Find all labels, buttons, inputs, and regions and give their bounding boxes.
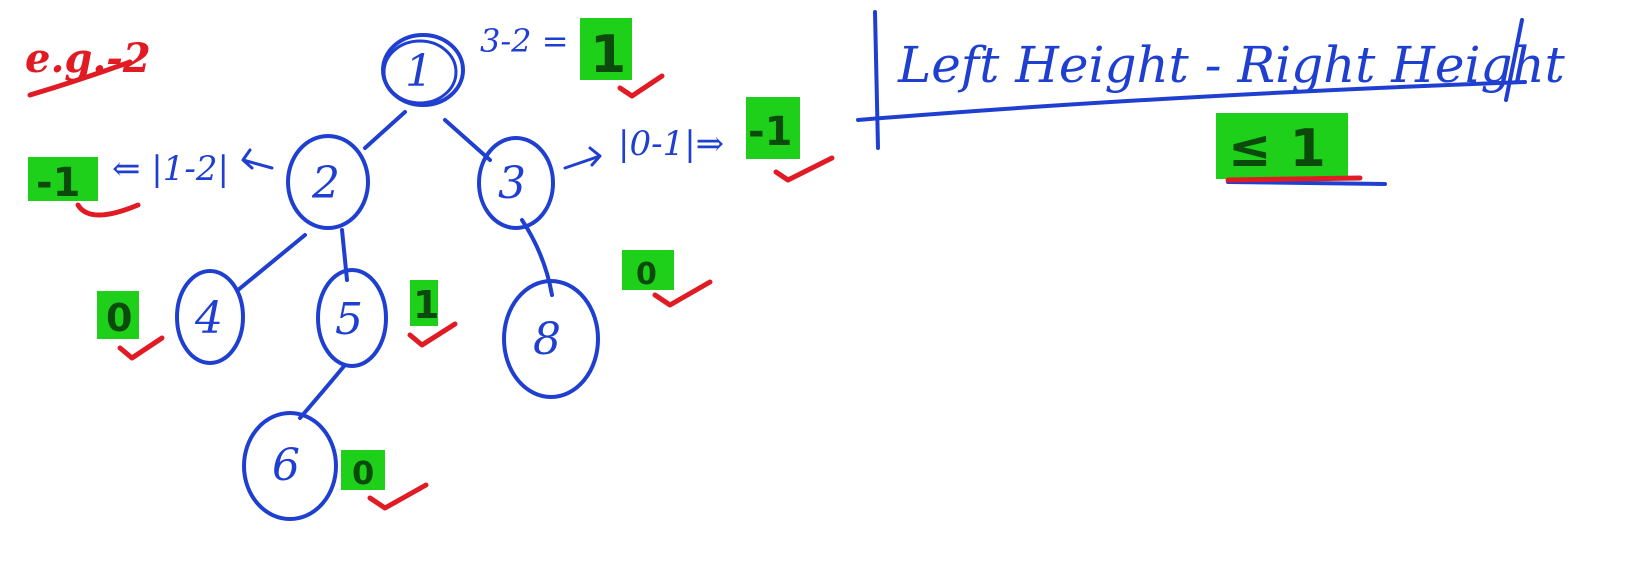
node4-balance-highlight xyxy=(97,291,139,339)
fraction-line xyxy=(856,80,1527,122)
node5-balance-value: 1 xyxy=(413,283,439,327)
check-icon xyxy=(117,335,165,361)
tree-node-3: 3 xyxy=(477,136,555,230)
tree-node-4: 4 xyxy=(175,269,245,365)
tree-nodes: 1 2 3 4 5 6 8 xyxy=(175,33,600,521)
arrow-icon xyxy=(563,146,602,170)
node2-calc-text: ⇐ |1-2| xyxy=(112,149,229,189)
tree-node-1: 1 xyxy=(381,33,465,107)
node2-balance-highlight xyxy=(28,157,98,201)
node3-balance-highlight xyxy=(746,97,800,159)
node8-balance-highlight xyxy=(622,250,674,290)
node-label: 3 xyxy=(498,158,526,209)
node6-annotation: 0 xyxy=(341,450,429,511)
node-label: 5 xyxy=(335,294,363,345)
rule-condition-highlight xyxy=(1216,113,1348,179)
balance-rule: Left Height - Right Height ≤ 1 xyxy=(856,10,1566,186)
edge-1-2 xyxy=(363,110,407,150)
node2-annotation: -1 ⇐ |1-2| xyxy=(28,148,274,218)
node4-annotation: 0 xyxy=(97,291,165,361)
node3-annotation: |0-1|⇒ -1 xyxy=(563,97,835,183)
node-label: 8 xyxy=(533,314,561,365)
node-label: 6 xyxy=(272,440,300,491)
condition-underline-blue xyxy=(1226,180,1387,186)
node2-balance-value: -1 xyxy=(36,160,80,206)
rule-condition: ≤ 1 xyxy=(1228,119,1326,179)
tree-node-6: 6 xyxy=(242,411,338,521)
example-label: e.g.-2 xyxy=(25,35,151,98)
node3-calc-text: |0-1|⇒ xyxy=(618,124,724,164)
node8-annotation: 0 xyxy=(622,250,713,308)
node5-balance-highlight xyxy=(410,280,438,326)
root-calc-text: 3-2 = xyxy=(480,22,569,60)
abs-bar-right xyxy=(1504,18,1524,102)
check-icon xyxy=(617,73,665,99)
root-balance-highlight xyxy=(580,18,632,80)
edge-1-3 xyxy=(443,118,492,162)
check-icon xyxy=(652,279,713,308)
root-annotation: 3-2 = 1 xyxy=(480,18,665,99)
edge-2-4 xyxy=(236,233,307,292)
tree-node-8: 8 xyxy=(502,279,600,399)
check-icon xyxy=(773,155,835,183)
check-icon xyxy=(367,482,429,511)
node-label: 2 xyxy=(311,158,340,209)
node-label: 1 xyxy=(405,46,433,97)
node6-balance-highlight xyxy=(341,450,385,490)
check-icon xyxy=(407,321,458,348)
condition-underline-red xyxy=(1225,175,1363,183)
node6-balance-value: 0 xyxy=(352,454,374,492)
arrow-icon xyxy=(241,148,274,170)
edge-5-6 xyxy=(298,363,347,420)
tree-node-5: 5 xyxy=(316,268,388,368)
node4-balance-value: 0 xyxy=(106,296,132,340)
tree-node-2: 2 xyxy=(286,134,370,230)
node-label: 4 xyxy=(194,293,223,344)
abs-bar-left xyxy=(873,10,880,150)
root-balance-value: 1 xyxy=(590,25,626,85)
node8-balance-value: 0 xyxy=(636,257,657,292)
example-label-underline xyxy=(27,59,133,98)
node3-balance-value: -1 xyxy=(748,109,792,155)
check-icon xyxy=(75,202,141,218)
node5-annotation: 1 xyxy=(407,280,458,348)
